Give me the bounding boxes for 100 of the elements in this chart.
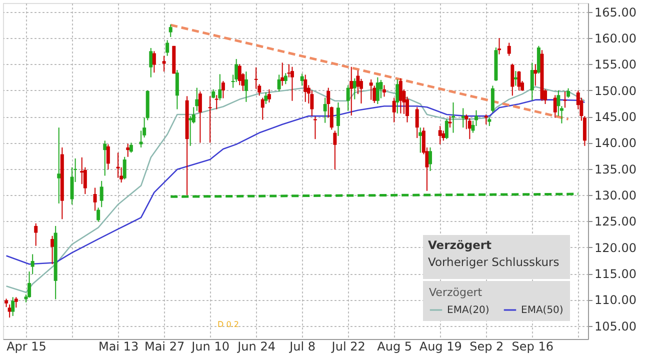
candlestick — [323, 97, 327, 124]
candlestick — [300, 73, 304, 86]
candlestick — [438, 125, 442, 145]
candlestick — [103, 140, 107, 176]
candlestick — [553, 94, 557, 118]
legend-title: Verzögert — [429, 286, 483, 299]
candlestick — [93, 187, 97, 212]
candlestick — [28, 270, 32, 298]
candlestick — [517, 70, 521, 91]
candlestick — [14, 296, 18, 308]
candlestick — [428, 146, 432, 172]
candlestick — [484, 114, 488, 125]
x-tick-label: Apr 15 — [6, 340, 46, 354]
y-tick-label: 155.00 — [594, 58, 636, 72]
candlestick — [398, 78, 402, 114]
candlestick — [254, 66, 258, 90]
candlestick — [442, 130, 446, 142]
candlestick — [260, 97, 264, 120]
candlestick — [498, 38, 502, 55]
y-tick-label: 145.00 — [594, 110, 636, 124]
y-tick-label: 115.00 — [594, 267, 636, 282]
candlestick — [507, 42, 511, 56]
candlestick — [304, 74, 308, 102]
candlestick — [333, 130, 337, 170]
candlestick — [264, 92, 268, 105]
candlestick — [267, 88, 271, 103]
y-tick-label: 130.00 — [594, 188, 636, 203]
candlestick — [444, 118, 448, 140]
candlestick — [34, 222, 38, 246]
candlestick — [168, 24, 172, 38]
candlestick — [350, 66, 354, 116]
candlestick — [208, 96, 212, 144]
candlestick — [369, 78, 373, 100]
y-tick-label: 135.00 — [594, 162, 636, 176]
candlestick — [8, 304, 12, 318]
x-tick-label: Jun 24 — [236, 340, 276, 354]
candlestick — [221, 80, 225, 99]
candlestick — [490, 85, 494, 113]
x-tick-label: Sep 16 — [512, 340, 554, 354]
x-tick-label: Mai 13 — [98, 340, 139, 354]
candlestick — [152, 50, 156, 74]
candlestick — [287, 64, 291, 78]
candlestick — [346, 84, 350, 112]
candlestick — [11, 296, 15, 316]
candlestick — [126, 143, 130, 158]
candlestick — [352, 78, 356, 100]
y-tick-label: 125.00 — [594, 214, 636, 229]
candlestick — [534, 64, 538, 86]
candlestick — [415, 106, 419, 139]
candlestick — [188, 116, 192, 146]
x-tick-label: Aug 5 — [377, 340, 412, 354]
candlestick — [100, 180, 104, 208]
candlestick — [448, 116, 452, 128]
candlestick — [563, 90, 567, 108]
candlestick — [396, 78, 400, 114]
y-tick-label: 110.00 — [594, 293, 636, 308]
candlestick — [336, 102, 340, 136]
candlestick — [96, 207, 100, 222]
candlestick — [106, 144, 110, 170]
candlestick — [566, 88, 570, 98]
candlestick — [122, 156, 126, 180]
candlestick — [57, 127, 61, 204]
x-tick-label: Aug 19 — [419, 340, 462, 354]
x-tick-label: Mai 27 — [144, 340, 185, 354]
annotation: Vorheriger Schlusskurs — [428, 255, 560, 269]
candlestick — [50, 235, 54, 265]
candlestick — [198, 90, 202, 144]
candlestick — [277, 74, 281, 92]
y-tick-label: 105.00 — [594, 319, 636, 334]
x-tick-label: Jul 22 — [330, 340, 366, 354]
candlestick — [452, 102, 456, 134]
candlestick — [116, 152, 120, 178]
candlestick — [556, 90, 560, 117]
candlestick — [382, 84, 386, 98]
candlestick — [30, 254, 34, 275]
y-tick-label: 120.00 — [594, 240, 636, 255]
legend-label: EMA(50) — [521, 305, 564, 316]
candlestick — [392, 97, 396, 123]
candlestick — [376, 76, 380, 105]
candlestick — [474, 110, 478, 126]
y-tick-label: 165.00 — [594, 5, 636, 20]
candlestick — [313, 116, 317, 140]
x-tick-label: Jun 10 — [190, 340, 230, 354]
candlestick — [162, 55, 166, 72]
candlestick — [166, 40, 170, 56]
candlestick — [175, 69, 179, 110]
candlestick — [129, 142, 133, 154]
annotation: D 0.2 — [218, 320, 239, 329]
candlestick — [530, 62, 534, 101]
candlestick — [510, 63, 514, 96]
x-tick-label: Sep 2 — [470, 340, 504, 354]
candlestick — [214, 94, 218, 110]
legend-label: EMA(20) — [447, 305, 490, 316]
candlestick — [418, 127, 422, 154]
candlestick — [195, 87, 199, 112]
candlestick — [244, 71, 248, 102]
y-tick-label: 160.00 — [594, 32, 636, 46]
candlestick — [139, 130, 143, 148]
candlestick — [218, 74, 222, 101]
y-tick-label: 140.00 — [594, 136, 636, 150]
